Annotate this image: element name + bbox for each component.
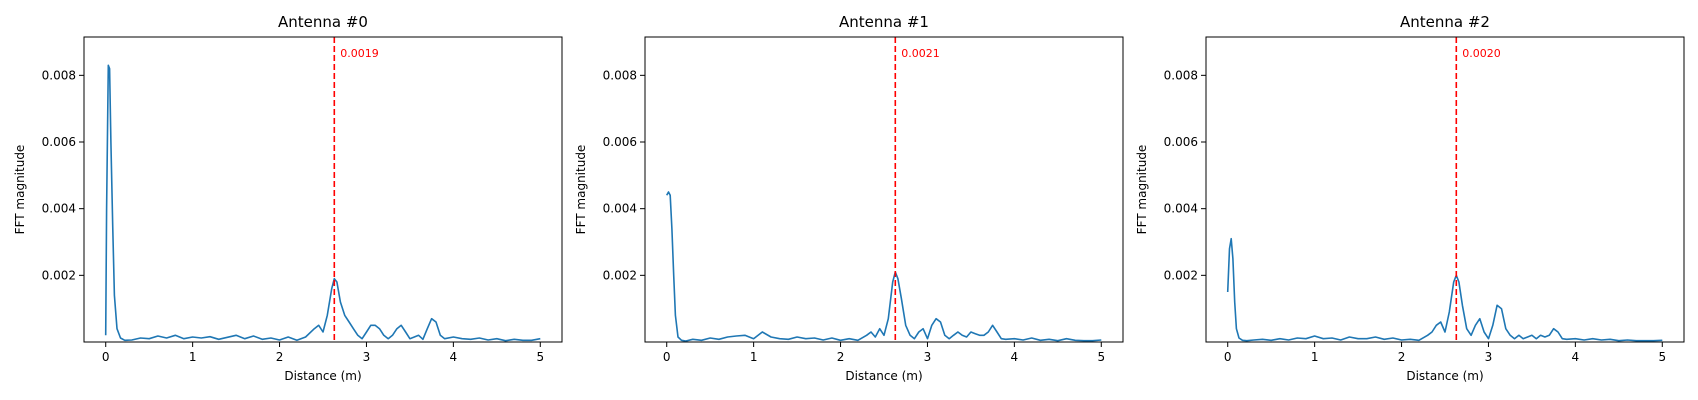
peak-annotation: 0.0020 — [1462, 47, 1501, 60]
chart-title: Antenna #1 — [839, 13, 929, 31]
y-tick-label: 0.004 — [1164, 202, 1198, 216]
x-tick-label: 0 — [1224, 350, 1232, 364]
x-axis-label: Distance (m) — [1406, 369, 1483, 383]
series-line — [104, 64, 541, 342]
y-tick-label: 0.002 — [42, 268, 76, 282]
y-axis-label: FFT magnitude — [1135, 145, 1149, 235]
x-tick-label: 3 — [363, 350, 371, 364]
chart-title: Antenna #0 — [278, 13, 368, 31]
y-tick-label: 0.006 — [603, 135, 637, 149]
peak-annotation: 0.0019 — [340, 47, 379, 60]
x-axis-label: Distance (m) — [284, 369, 361, 383]
x-tick-label: 3 — [1485, 350, 1493, 364]
x-axis-label: Distance (m) — [845, 369, 922, 383]
x-tick-label: 1 — [750, 350, 758, 364]
y-tick-label: 0.004 — [603, 202, 637, 216]
axes-frame — [644, 36, 1124, 343]
y-tick-label: 0.008 — [603, 68, 637, 82]
chart-panel-2: Antenna #2 0.0020 0 1 2 3 4 5 0.002 0.004 0.006 0.0… — [1135, 13, 1685, 383]
peak-annotation: 0.0021 — [901, 47, 940, 60]
x-tick-label: 2 — [1398, 350, 1406, 364]
x-tick-label: 1 — [189, 350, 197, 364]
x-tick-label: 3 — [924, 350, 932, 364]
x-tick-label: 2 — [276, 350, 284, 364]
x-tick-label: 5 — [536, 350, 544, 364]
x-tick-label: 4 — [1572, 350, 1580, 364]
chart-panel-0: Antenna #0 0.0019 0 1 2 3 4 5 0.002 0.004 0.006 0.0… — [13, 13, 563, 383]
y-tick-label: 0.006 — [1164, 135, 1198, 149]
y-tick-label: 0.002 — [603, 268, 637, 282]
x-tick-label: 4 — [1011, 350, 1019, 364]
series-line — [665, 191, 1102, 342]
series-line — [1226, 237, 1663, 342]
axes-frame — [1205, 36, 1685, 343]
y-axis-label: FFT magnitude — [574, 145, 588, 235]
x-tick-label: 4 — [450, 350, 458, 364]
x-tick-label: 0 — [663, 350, 671, 364]
chart-panel-1: Antenna #1 0.0021 0 1 2 3 4 5 0.002 0.004 0.006 0.0… — [574, 13, 1124, 383]
x-tick-label: 5 — [1658, 350, 1666, 364]
y-tick-label: 0.008 — [42, 68, 76, 82]
axes-frame — [83, 36, 563, 343]
x-tick-label: 1 — [1311, 350, 1319, 364]
y-tick-label: 0.008 — [1164, 68, 1198, 82]
y-tick-label: 0.006 — [42, 135, 76, 149]
chart-title: Antenna #2 — [1400, 13, 1490, 31]
y-axis-label: FFT magnitude — [13, 145, 27, 235]
x-tick-label: 2 — [837, 350, 845, 364]
y-tick-label: 0.002 — [1164, 268, 1198, 282]
x-tick-label: 0 — [102, 350, 110, 364]
x-tick-label: 5 — [1097, 350, 1105, 364]
y-tick-label: 0.004 — [42, 202, 76, 216]
